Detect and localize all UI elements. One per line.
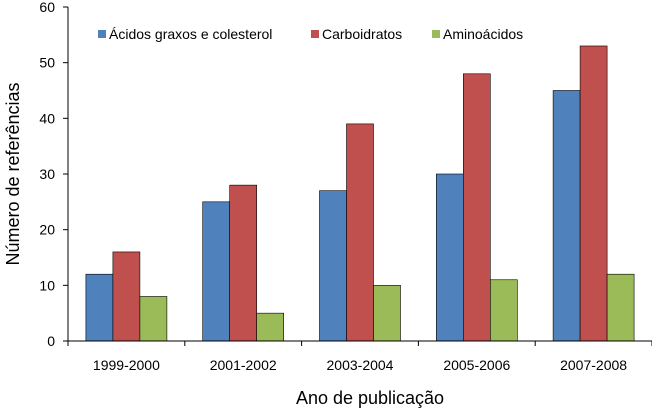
x-tick-label: 2001-2002	[210, 357, 277, 373]
y-tick-label: 20	[39, 222, 55, 238]
legend-swatch	[432, 30, 440, 38]
y-axis-title: Número de referências	[3, 82, 23, 265]
y-tick-label: 40	[39, 110, 55, 126]
legend-label: Ácidos graxos e colesterol	[109, 26, 272, 42]
x-tick-label: 2007-2008	[560, 357, 627, 373]
bar	[462, 73, 491, 342]
bar	[229, 184, 257, 342]
bar	[373, 285, 401, 342]
bar	[346, 123, 374, 342]
x-axis-title: Ano de publicação	[296, 388, 444, 408]
y-tick-label: 10	[39, 277, 55, 293]
y-tick-label: 50	[39, 55, 55, 71]
bar	[552, 90, 581, 342]
bars-layer	[85, 45, 635, 342]
y-tick-label: 60	[39, 0, 55, 15]
bar	[202, 201, 230, 342]
x-tick-label: 2003-2004	[327, 357, 394, 373]
legend-swatch	[98, 30, 106, 38]
bar	[489, 279, 518, 342]
x-tick-label: 2005-2006	[443, 357, 510, 373]
bar	[139, 296, 168, 342]
axes-layer: 1999-2000 2001-2002 2003-2004 2005-2006 2007…	[39, 0, 652, 373]
y-tick-label: 0	[47, 333, 55, 349]
legend-swatch	[311, 30, 319, 38]
bar	[579, 45, 608, 342]
bar	[256, 312, 285, 342]
legend-label: Carboidratos	[322, 26, 402, 42]
bar	[85, 273, 114, 342]
bar	[112, 251, 141, 342]
bar	[606, 273, 635, 342]
x-tick-label: 1999-2000	[93, 357, 160, 373]
legend: Ácidos graxos e colesterol Carboidratos Am…	[98, 26, 523, 42]
bar	[319, 190, 347, 342]
bar	[435, 173, 464, 342]
y-tick-label: 30	[39, 166, 55, 182]
legend-label: Aminoácidos	[443, 26, 523, 42]
